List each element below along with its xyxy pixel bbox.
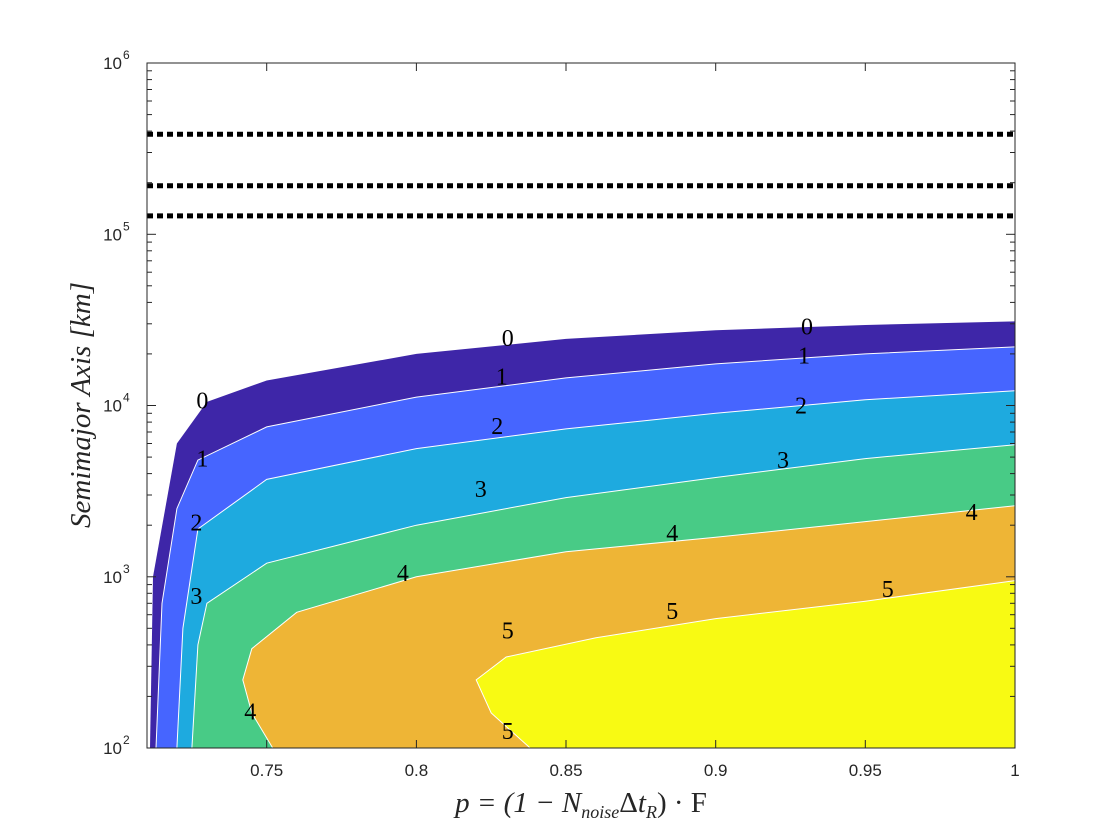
contour-label: 5 [882,577,894,603]
y-tick-exponent: 3 [123,562,130,576]
y-tick-label: 10 [103,397,122,416]
contour-label: 3 [777,448,789,474]
y-tick-label: 10 [103,739,122,758]
contour-label: 3 [475,477,487,503]
y-tick-exponent: 4 [123,391,130,405]
x-axis-title: p = (1 − NnoiseΔtR) · F [453,787,707,822]
x-tick-label: 1 [1010,761,1019,780]
contour-label: 5 [666,599,678,625]
contour-label: 0 [502,326,514,352]
contour-label: 4 [966,500,978,526]
y-axis-title: Semimajor Axis [km] [65,282,97,528]
x-tick-label: 0.9 [704,761,728,780]
y-tick-label: 10 [103,568,122,587]
contour-label: 4 [244,700,256,726]
y-tick-label: 10 [103,225,122,244]
y-tick-exponent: 6 [123,48,130,62]
contour-label: 1 [798,344,810,370]
contour-label: 5 [502,619,514,645]
contour-band-level-5 [475,580,1015,748]
contour-label: 0 [196,389,208,415]
contour-label: 4 [666,521,678,547]
contour-label: 4 [397,561,409,587]
contour-label: 0 [801,314,813,340]
x-tick-label: 0.75 [250,761,283,780]
contour-label: 3 [190,584,202,610]
contour-label: 2 [491,414,503,440]
y-tick-label: 10 [103,54,122,73]
contour-label: 5 [502,719,514,745]
x-tick-label: 0.95 [849,761,882,780]
x-tick-label: 0.8 [405,761,429,780]
contour-label: 2 [795,394,807,420]
contour-label: 1 [496,364,508,390]
x-tick-label: 0.85 [549,761,582,780]
contour-label: 1 [196,447,208,473]
contour-label: 2 [190,511,202,537]
y-tick-exponent: 2 [123,733,130,747]
y-tick-exponent: 5 [123,219,130,233]
